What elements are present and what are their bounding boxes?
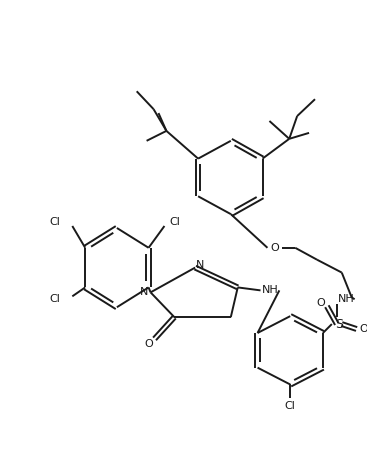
Text: O: O (317, 298, 325, 308)
Text: S: S (335, 318, 343, 331)
Text: NH: NH (262, 285, 279, 295)
Text: O: O (270, 243, 279, 253)
Text: O: O (359, 324, 367, 334)
Text: Cl: Cl (169, 217, 180, 227)
Text: N: N (196, 260, 204, 270)
Text: Cl: Cl (285, 401, 296, 411)
Text: Cl: Cl (49, 217, 60, 227)
Text: Cl: Cl (49, 295, 60, 304)
Text: N: N (139, 287, 148, 297)
Text: NH: NH (338, 295, 355, 304)
Text: O: O (144, 339, 153, 349)
